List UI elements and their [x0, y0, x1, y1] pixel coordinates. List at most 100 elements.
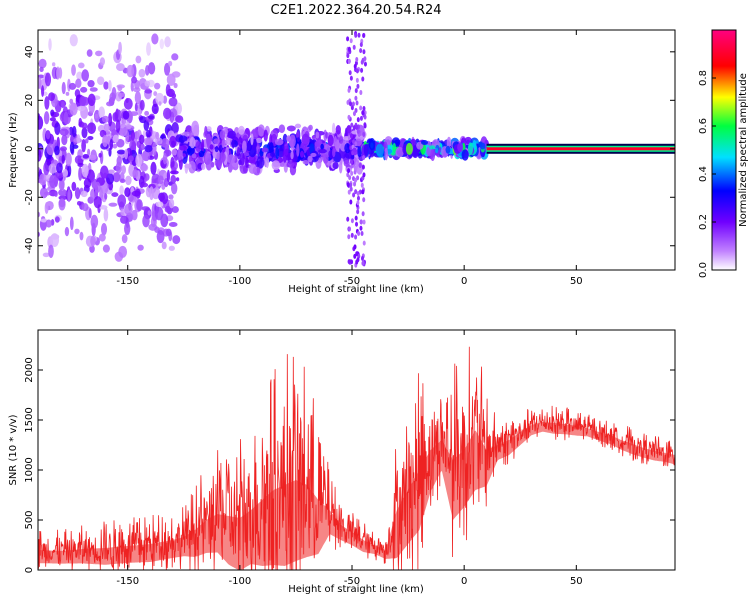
spectral-blob [159, 192, 169, 205]
spectral-blob-faint [349, 38, 353, 44]
spectral-blob [39, 173, 47, 186]
spectral-blob [299, 150, 304, 158]
spectral-blob [346, 124, 352, 134]
colorbar-tick-label: 0.2 [698, 214, 709, 230]
spectral-blob-faint [350, 218, 354, 224]
spectral-blob [256, 156, 265, 169]
spectral-blob [144, 144, 153, 153]
spectral-blob [168, 245, 175, 251]
spectral-blob [74, 187, 81, 200]
spectral-blob-faint [359, 225, 363, 231]
spectral-blob-faint [347, 114, 351, 120]
spectral-blob [58, 179, 65, 191]
spectral-blob [256, 166, 261, 174]
x-tick-label: -100 [229, 576, 252, 587]
spectral-blob [59, 146, 68, 152]
spectral-blob [188, 160, 197, 174]
spectral-blob-faint [354, 215, 358, 221]
spectral-blob-faint [355, 100, 359, 106]
y-tick-label: 20 [24, 94, 35, 107]
spectral-blob [176, 148, 183, 161]
spectral-blob [124, 203, 133, 215]
colorbar-gradient [711, 29, 737, 271]
spectral-blob [115, 161, 122, 174]
spectral-blob [411, 146, 419, 157]
spectral-blob [169, 198, 175, 209]
spectral-blob [295, 131, 300, 138]
spectral-blob [170, 156, 175, 169]
spectral-blob-faint [350, 259, 354, 265]
spectral-blob [99, 205, 108, 210]
spectral-blob [74, 155, 84, 165]
spectral-blob [384, 147, 389, 161]
spectral-blob [116, 84, 126, 89]
spectral-blob [134, 102, 138, 112]
spectral-blob [250, 133, 254, 146]
spectral-blob [83, 178, 92, 189]
spectral-blob [129, 111, 139, 117]
spectral-blob [121, 234, 128, 244]
spectral-blob [162, 152, 168, 165]
spectral-blob [84, 138, 89, 144]
spectral-blob [154, 82, 161, 90]
spectral-blob [120, 208, 125, 216]
spectrogram-x-label: Height of straight line (km) [288, 284, 424, 295]
spectral-blob [137, 244, 144, 251]
spectral-blob [467, 142, 474, 155]
spectral-blob [86, 49, 93, 57]
spectrogram-marks [38, 31, 675, 268]
x-tick-label: -150 [116, 276, 139, 287]
y-tick-label: 40 [24, 45, 35, 58]
spectral-blob [221, 139, 225, 149]
spectral-blob-faint [356, 117, 360, 123]
spectral-blob [327, 134, 334, 147]
spectral-blob [90, 235, 96, 247]
spectral-blob [171, 182, 178, 195]
spectral-blob-faint [361, 110, 365, 116]
spectral-blob [128, 155, 134, 162]
spectral-blob [150, 161, 157, 175]
spectral-blob [111, 192, 119, 198]
spectral-blob [142, 130, 147, 138]
spectral-blob [38, 113, 41, 121]
spectral-blob [351, 154, 355, 160]
spectral-blob [168, 222, 178, 228]
spectral-blob [109, 139, 114, 150]
spectral-blob [241, 140, 247, 153]
spectral-blob [46, 160, 52, 166]
x-tick-label: -50 [344, 276, 360, 287]
spectral-blob-faint [357, 231, 361, 237]
y-tick-label: 0 [24, 146, 35, 152]
spectral-blob [318, 148, 327, 154]
spectral-blob-faint [347, 189, 351, 195]
spectral-blob [156, 137, 163, 145]
spectral-blob [368, 137, 376, 151]
spectral-blob [121, 165, 127, 175]
spectral-blob [168, 194, 174, 200]
spectral-blob [62, 168, 69, 178]
spectral-blob [46, 143, 55, 156]
colorbar-label: Normalized spectral amplitude [738, 73, 749, 227]
spectral-blob [43, 191, 51, 196]
spectral-blob [117, 194, 127, 208]
spectral-blob [65, 91, 70, 96]
spectral-blob-faint [347, 135, 351, 141]
spectral-blob [123, 97, 133, 110]
spectral-blob-faint [362, 131, 366, 137]
spectral-blob-faint [352, 147, 356, 153]
figure-title: C2E1.2022.364.20.54.R24 [270, 3, 441, 18]
snr-y-ticks: 0 500 1000 1500 2000 [24, 357, 675, 573]
spectral-blob [134, 91, 142, 105]
spectral-blob [242, 165, 248, 174]
spectral-blob [67, 164, 72, 177]
spectral-blob [89, 87, 98, 92]
spectral-blob [169, 135, 177, 148]
spectral-blob [44, 202, 49, 215]
spectral-blob [58, 67, 63, 79]
spectral-blob-faint [359, 105, 363, 111]
spectral-blob [153, 91, 158, 97]
spectral-blob [78, 166, 83, 181]
spectral-blob [77, 162, 84, 167]
spectral-blob [219, 130, 226, 140]
spectral-blob [270, 152, 276, 157]
